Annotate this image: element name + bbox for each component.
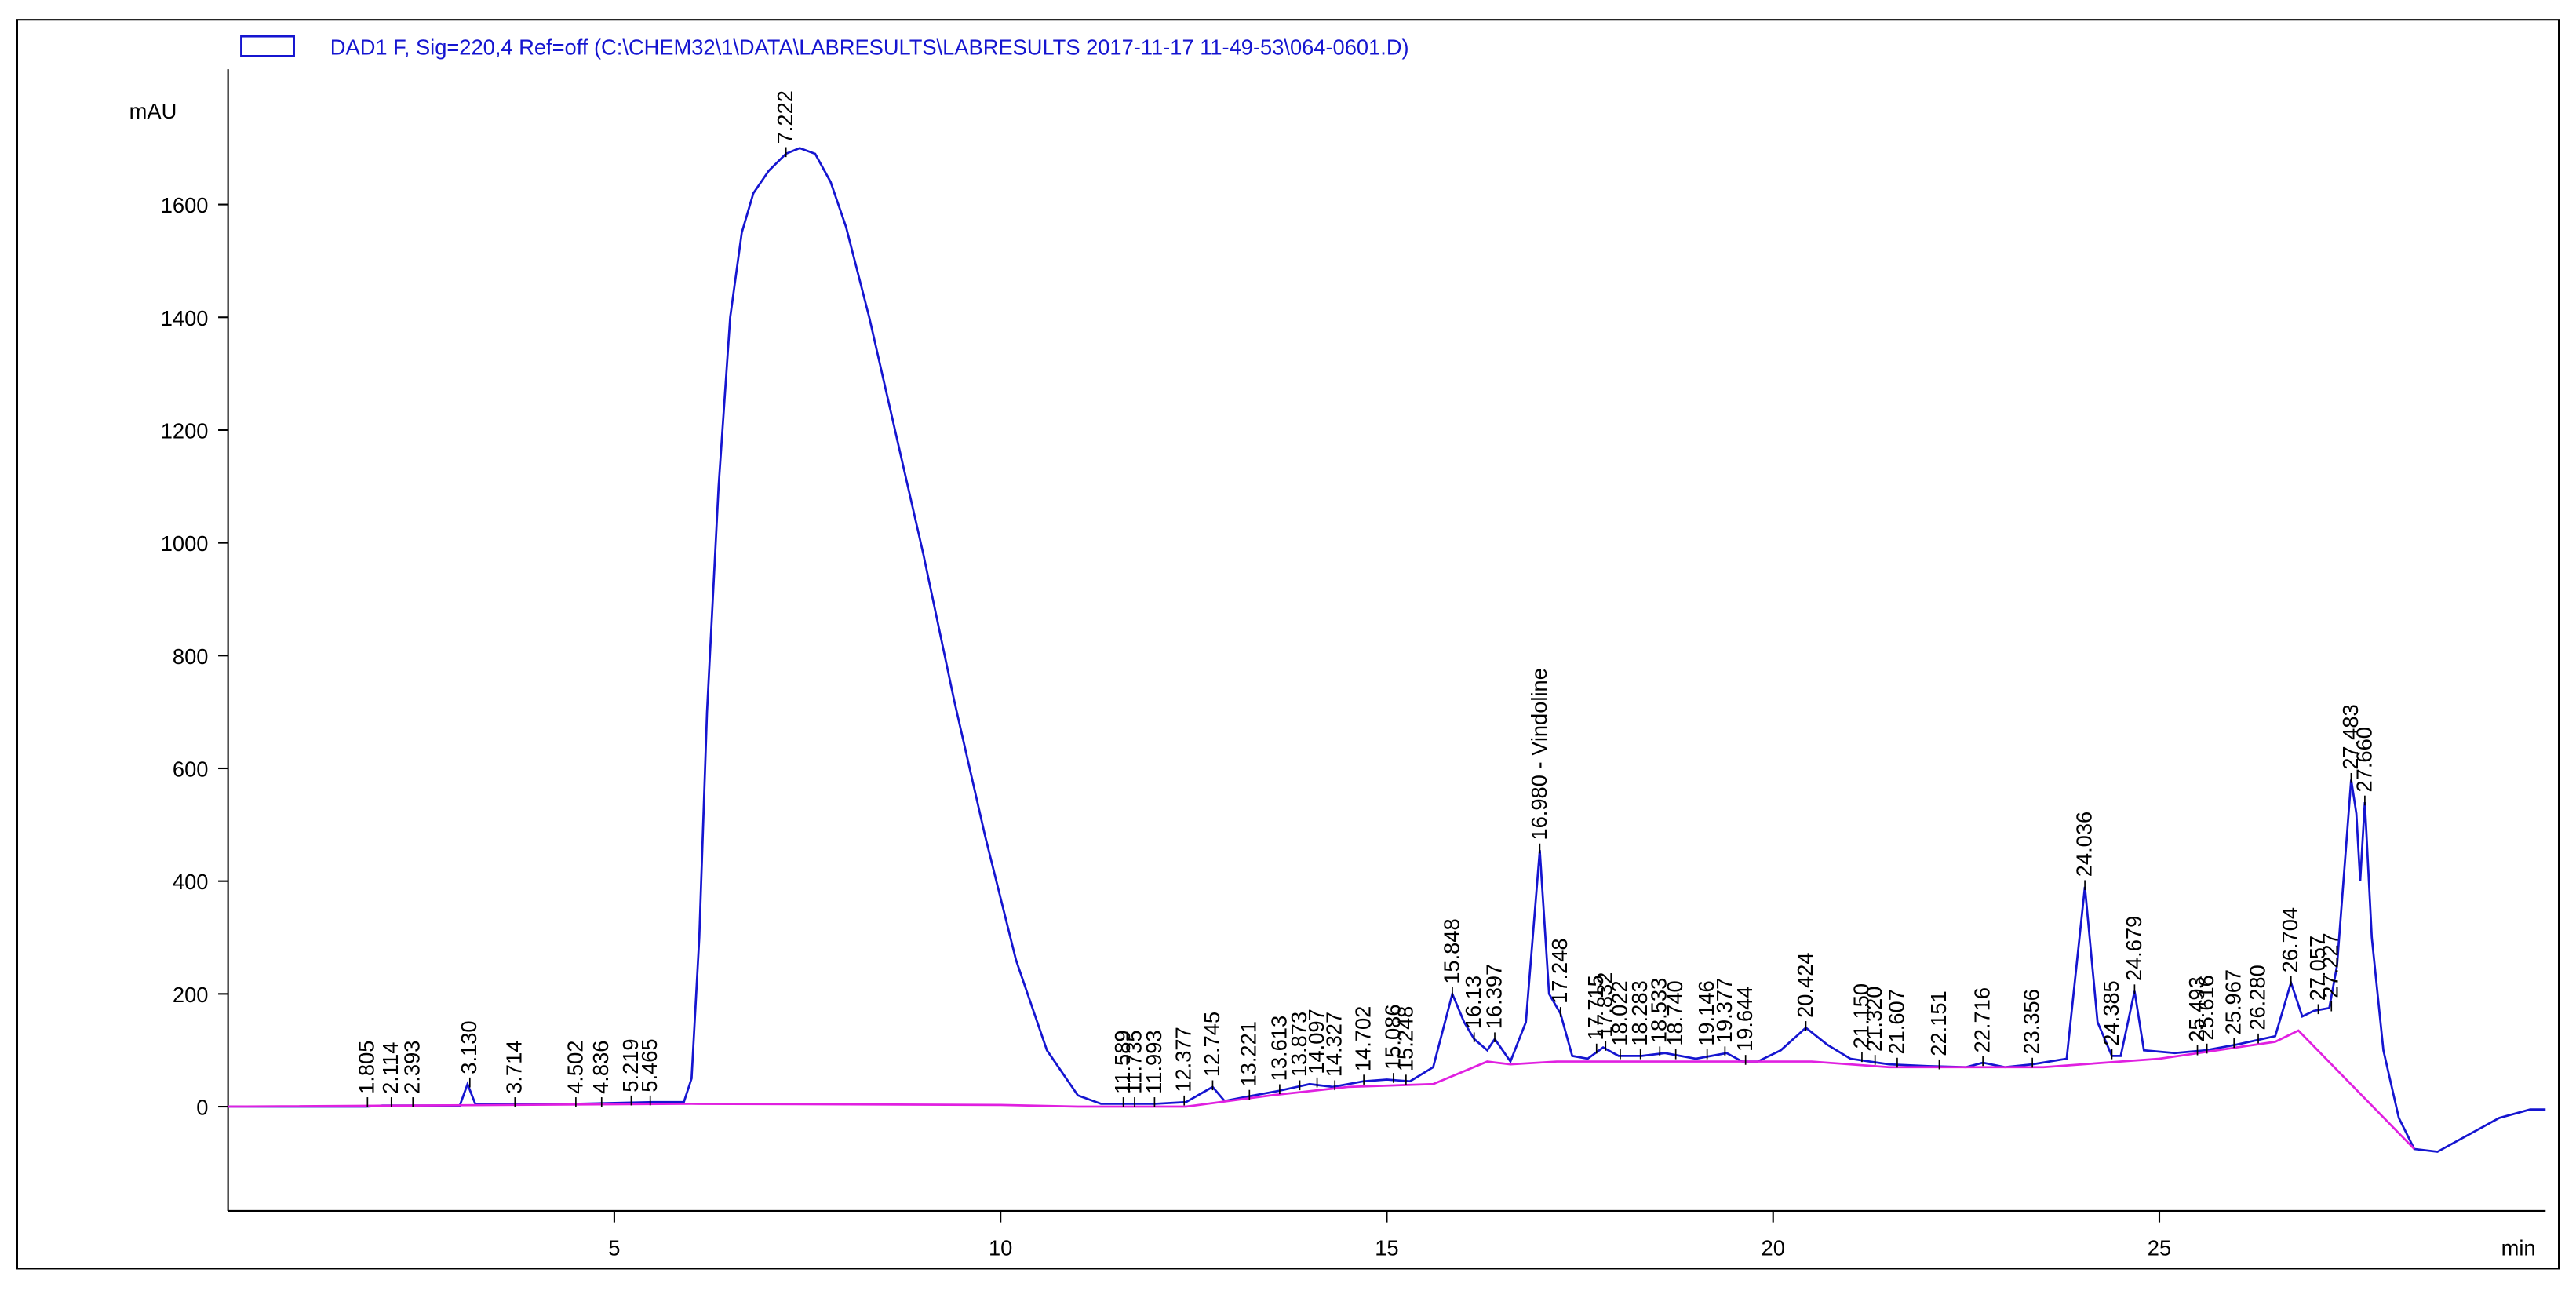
peak-label: 18.533 (1647, 978, 1671, 1043)
y-tick-label: 600 (173, 757, 209, 781)
y-tick-label: 1600 (161, 193, 209, 217)
peak-label: 24.679 (2122, 916, 2146, 981)
peak-label: 13.221 (1237, 1021, 1261, 1086)
x-tick-label: 15 (1375, 1236, 1398, 1260)
peak-label: 14.097 (1304, 1009, 1328, 1074)
peak-label: 16.980 - Vindoline (1527, 668, 1551, 840)
peak-label: 14.702 (1351, 1006, 1375, 1071)
y-tick-label: 1400 (161, 306, 209, 330)
y-tick-label: 400 (173, 870, 209, 894)
x-tick-label: 10 (989, 1236, 1012, 1260)
x-tick-label: 20 (1762, 1236, 1785, 1260)
peak-label: 13.613 (1266, 1016, 1291, 1081)
peak-label: 21.607 (1884, 989, 1908, 1054)
peak-label: 11.735 (1121, 1030, 1146, 1093)
peak-label: 11.993 (1142, 1030, 1166, 1093)
peak-label: 18.283 (1627, 980, 1652, 1045)
peak-label: 19.644 (1733, 987, 1757, 1052)
x-tick-label: 5 (608, 1236, 620, 1260)
peak-label: 13.873 (1287, 1012, 1311, 1077)
peak-label: 15.848 (1439, 918, 1463, 983)
peak-label: 27.660 (2352, 727, 2376, 792)
peak-label: 20.424 (1793, 952, 1817, 1017)
peak-label: 4.836 (588, 1041, 613, 1094)
y-axis-label: mAU (129, 99, 177, 123)
peak-label: 24.385 (2099, 980, 2123, 1045)
peak-label: 4.502 (563, 1041, 587, 1094)
peak-label: 21.320 (1862, 987, 1886, 1052)
peak-label: 7.222 (773, 90, 797, 144)
y-tick-label: 200 (173, 983, 209, 1007)
peak-label: 12.377 (1171, 1027, 1196, 1092)
y-tick-label: 0 (196, 1096, 208, 1120)
peak-label: 22.151 (1926, 990, 1951, 1056)
peak-label: 27.483 (2338, 704, 2363, 769)
peak-label: 25.493 (2184, 976, 2209, 1041)
peak-label: 15.086 (1380, 1004, 1405, 1069)
peak-label: 18.740 (1663, 980, 1687, 1045)
peak-label: 22.716 (1970, 987, 1995, 1052)
peak-label: 24.036 (2071, 812, 2096, 877)
peak-label: 11.589 (1110, 1030, 1135, 1093)
x-axis-label: min (2501, 1236, 2536, 1260)
series-line (228, 147, 2546, 1153)
peak-label: 5.465 (637, 1038, 661, 1092)
peak-label: 23.356 (2020, 989, 2044, 1054)
peak-label: 15.248 (1393, 1006, 1417, 1071)
peak-label: 12.745 (1200, 1012, 1224, 1077)
peak-label: 25.967 (2221, 969, 2246, 1034)
legend-label: DAD1 F, Sig=220,4 Ref=off (C:\CHEM32\1\D… (330, 35, 1409, 59)
peak-label: 17.832 (1593, 972, 1617, 1038)
peak-label: 14.327 (1322, 1012, 1346, 1077)
peak-label: 19.146 (1694, 980, 1718, 1045)
legend-swatch (240, 35, 295, 57)
frame (16, 19, 2560, 1270)
peak-label: 26.280 (2245, 965, 2269, 1030)
peak-label: 16.397 (1481, 964, 1506, 1029)
peak-label: 27.227 (2319, 932, 2343, 998)
x-tick-label: 25 (2148, 1236, 2171, 1260)
peak-label: 18.022 (1607, 980, 1631, 1045)
series-line (228, 1029, 2415, 1150)
y-tick-label: 800 (173, 644, 209, 669)
y-tick-label: 1200 (161, 418, 209, 443)
y-tick-label: 1000 (161, 531, 209, 556)
peak-label: 27.057 (2305, 936, 2330, 1001)
peak-label: 2.393 (400, 1041, 424, 1094)
peak-label: 26.704 (2278, 907, 2302, 972)
peak-label: 21.150 (1849, 983, 1873, 1049)
peak-label: 5.219 (618, 1038, 643, 1092)
peak-label: 2.114 (378, 1042, 403, 1094)
peak-label: 25.616 (2194, 975, 2218, 1040)
peak-label: 19.377 (1712, 978, 1736, 1043)
peak-label: 17.715 (1583, 975, 1608, 1040)
peak-label: 3.130 (457, 1020, 481, 1074)
peak-label: 16.13 (1461, 976, 1485, 1029)
peak-label: 1.805 (355, 1041, 379, 1094)
peak-label: 3.714 (502, 1041, 526, 1094)
peak-label: 17.248 (1547, 938, 1572, 1003)
